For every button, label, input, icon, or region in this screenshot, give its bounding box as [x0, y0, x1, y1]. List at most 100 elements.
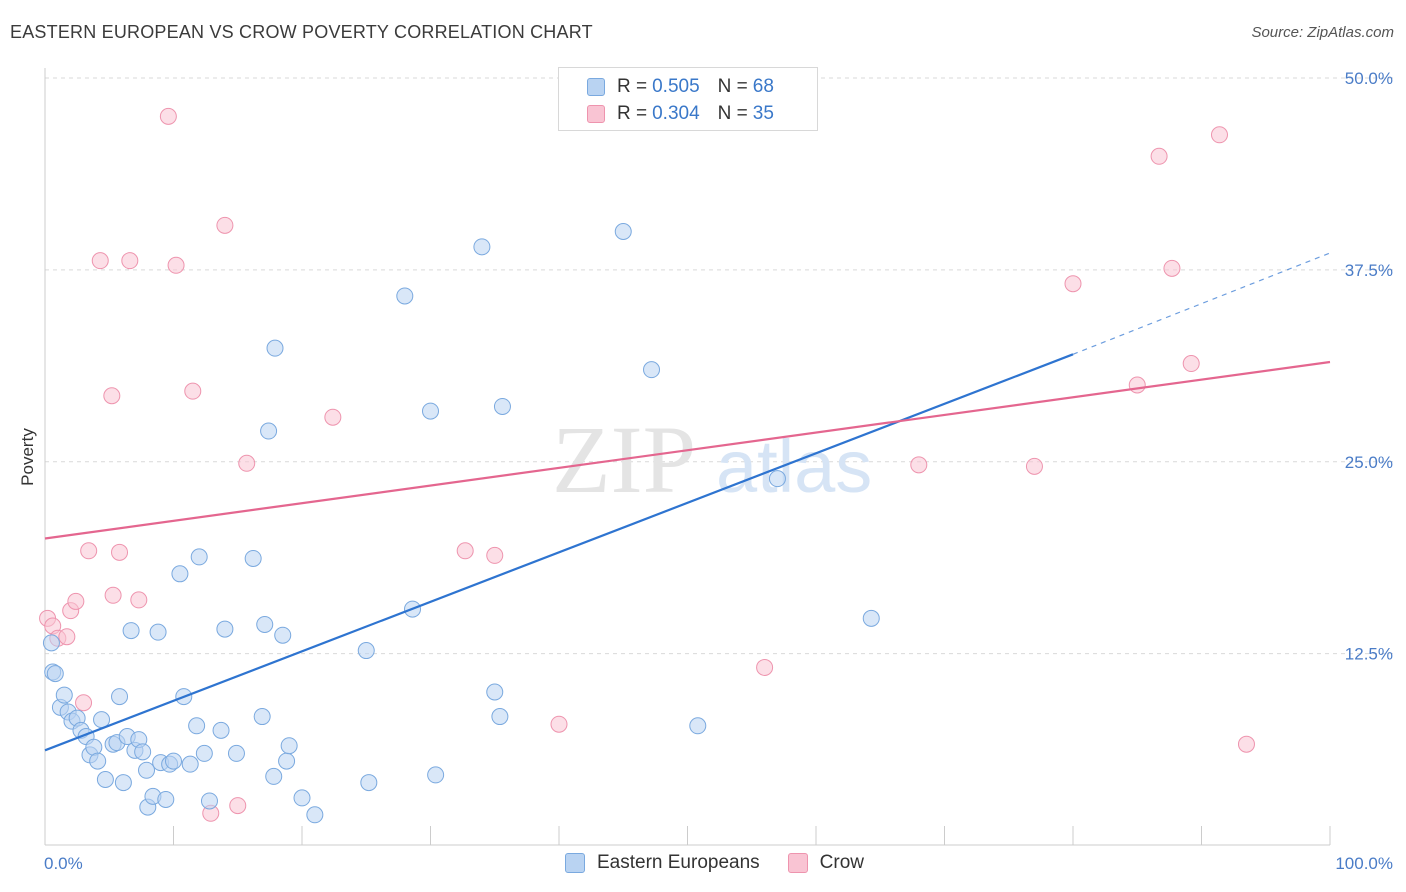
crow-point [159, 107, 177, 125]
eastern-european-point [122, 622, 140, 640]
bottom-legend: Eastern Europeans Crow [565, 852, 892, 874]
crow-point [75, 694, 93, 712]
source-credit[interactable]: Source: ZipAtlas.com [1251, 24, 1394, 41]
eastern-european-point [274, 626, 292, 644]
crow-points [39, 107, 1255, 822]
eastern-european-point [768, 470, 786, 488]
legend-row-crow[interactable]: R = 0.304 N = 35 [587, 102, 774, 126]
eastern-european-point [862, 609, 880, 627]
legend-swatch-pink [587, 105, 605, 123]
crow-point [1150, 147, 1168, 165]
eastern-european-point [265, 767, 283, 785]
crow-point [216, 216, 234, 234]
eastern-european-point [212, 721, 230, 739]
eastern-european-point [260, 422, 278, 440]
eastern-european-point [46, 665, 64, 683]
legend-row-eastern-europeans[interactable]: R = 0.505 N = 68 [587, 75, 774, 99]
eastern-european-point [486, 683, 504, 701]
x-tick-label: 100.0% [1335, 854, 1393, 873]
crow-point [1182, 355, 1200, 373]
eastern-europeans-trend-extension [1072, 252, 1331, 355]
crow-point [229, 797, 247, 815]
eastern-european-point [491, 708, 509, 726]
crow-point [1128, 376, 1146, 394]
crow-point [130, 591, 148, 609]
crow-trend-line [44, 360, 1331, 540]
x-tick-label: 0.0% [44, 854, 83, 873]
eastern-european-point [190, 548, 208, 566]
eastern-european-point [643, 361, 661, 379]
eastern-european-point [181, 755, 199, 773]
crow-point [456, 542, 474, 560]
crow-point [111, 543, 129, 561]
legend-n-value: 35 [752, 103, 774, 124]
eastern-european-point [138, 761, 156, 779]
crow-point [91, 252, 109, 270]
bottom-legend-swatch-blue [565, 853, 585, 873]
eastern-european-points [42, 223, 880, 824]
eastern-european-point [422, 402, 439, 420]
eastern-european-point [42, 634, 60, 652]
crow-point [67, 592, 85, 610]
eastern-european-point [149, 623, 167, 641]
crow-point [104, 586, 122, 604]
eastern-european-point [227, 744, 245, 762]
legend-box: R = 0.505 N = 68 R = 0.304 N = 35 [558, 67, 818, 131]
eastern-european-point [55, 686, 73, 704]
eastern-european-point [165, 752, 182, 770]
legend-n-value: 68 [752, 76, 774, 97]
y-axis-title: Poverty [18, 428, 37, 486]
crow-point [184, 382, 202, 400]
eastern-european-point [96, 770, 114, 788]
crow-point [167, 256, 185, 274]
legend-r-value: 0.304 [652, 103, 700, 124]
y-tick-label: 25.0% [1345, 453, 1393, 472]
crow-point [1237, 735, 1255, 753]
legend-r-value: 0.505 [652, 76, 700, 97]
bottom-legend-crow[interactable]: Crow [787, 852, 865, 874]
y-tick-label: 50.0% [1345, 69, 1393, 88]
crow-point [1064, 275, 1082, 293]
crow-point [238, 454, 256, 472]
bottom-legend-eastern-europeans[interactable]: Eastern Europeans [565, 852, 760, 874]
chart-title: EASTERN EUROPEAN VS CROW POVERTY CORRELA… [10, 22, 593, 42]
crow-point [1025, 457, 1043, 475]
crow-point [910, 456, 928, 474]
eastern-european-point [293, 789, 311, 807]
crow-point [1163, 259, 1181, 277]
eastern-european-point [473, 238, 491, 256]
legend-n-label: N = [717, 103, 748, 124]
eastern-european-point [195, 744, 213, 762]
eastern-european-point [171, 565, 189, 583]
eastern-european-point [244, 549, 262, 567]
crow-point [103, 387, 121, 405]
eastern-european-point [280, 737, 298, 755]
eastern-european-point [111, 688, 129, 706]
eastern-european-point [253, 708, 271, 726]
eastern-european-point [157, 790, 175, 808]
crow-point [58, 628, 76, 646]
eastern-european-point [306, 806, 324, 824]
tick-labels: 12.5% 25.0% 37.5% 50.0% 0.0% 100.0% [44, 69, 1393, 873]
legend-r-label: R = [617, 76, 648, 97]
legend-n-label: N = [717, 76, 748, 97]
eastern-european-point [278, 752, 296, 770]
legend-swatch-blue [587, 78, 605, 96]
eastern-european-point [396, 287, 414, 305]
bottom-legend-swatch-pink [787, 853, 808, 873]
legend-r-label: R = [617, 103, 648, 124]
crow-point [1210, 126, 1228, 144]
trend-lines [44, 252, 1331, 752]
eastern-european-point [614, 223, 632, 240]
y-tick-label: 37.5% [1345, 261, 1393, 280]
eastern-european-point [188, 717, 206, 735]
eastern-european-point [689, 717, 707, 735]
crow-point [486, 546, 504, 564]
bottom-legend-label: Crow [819, 852, 865, 873]
eastern-european-point [427, 766, 445, 784]
eastern-european-point [493, 397, 511, 415]
axes [44, 68, 1331, 846]
bottom-legend-label: Eastern Europeans [597, 852, 760, 873]
eastern-european-point [266, 339, 284, 357]
